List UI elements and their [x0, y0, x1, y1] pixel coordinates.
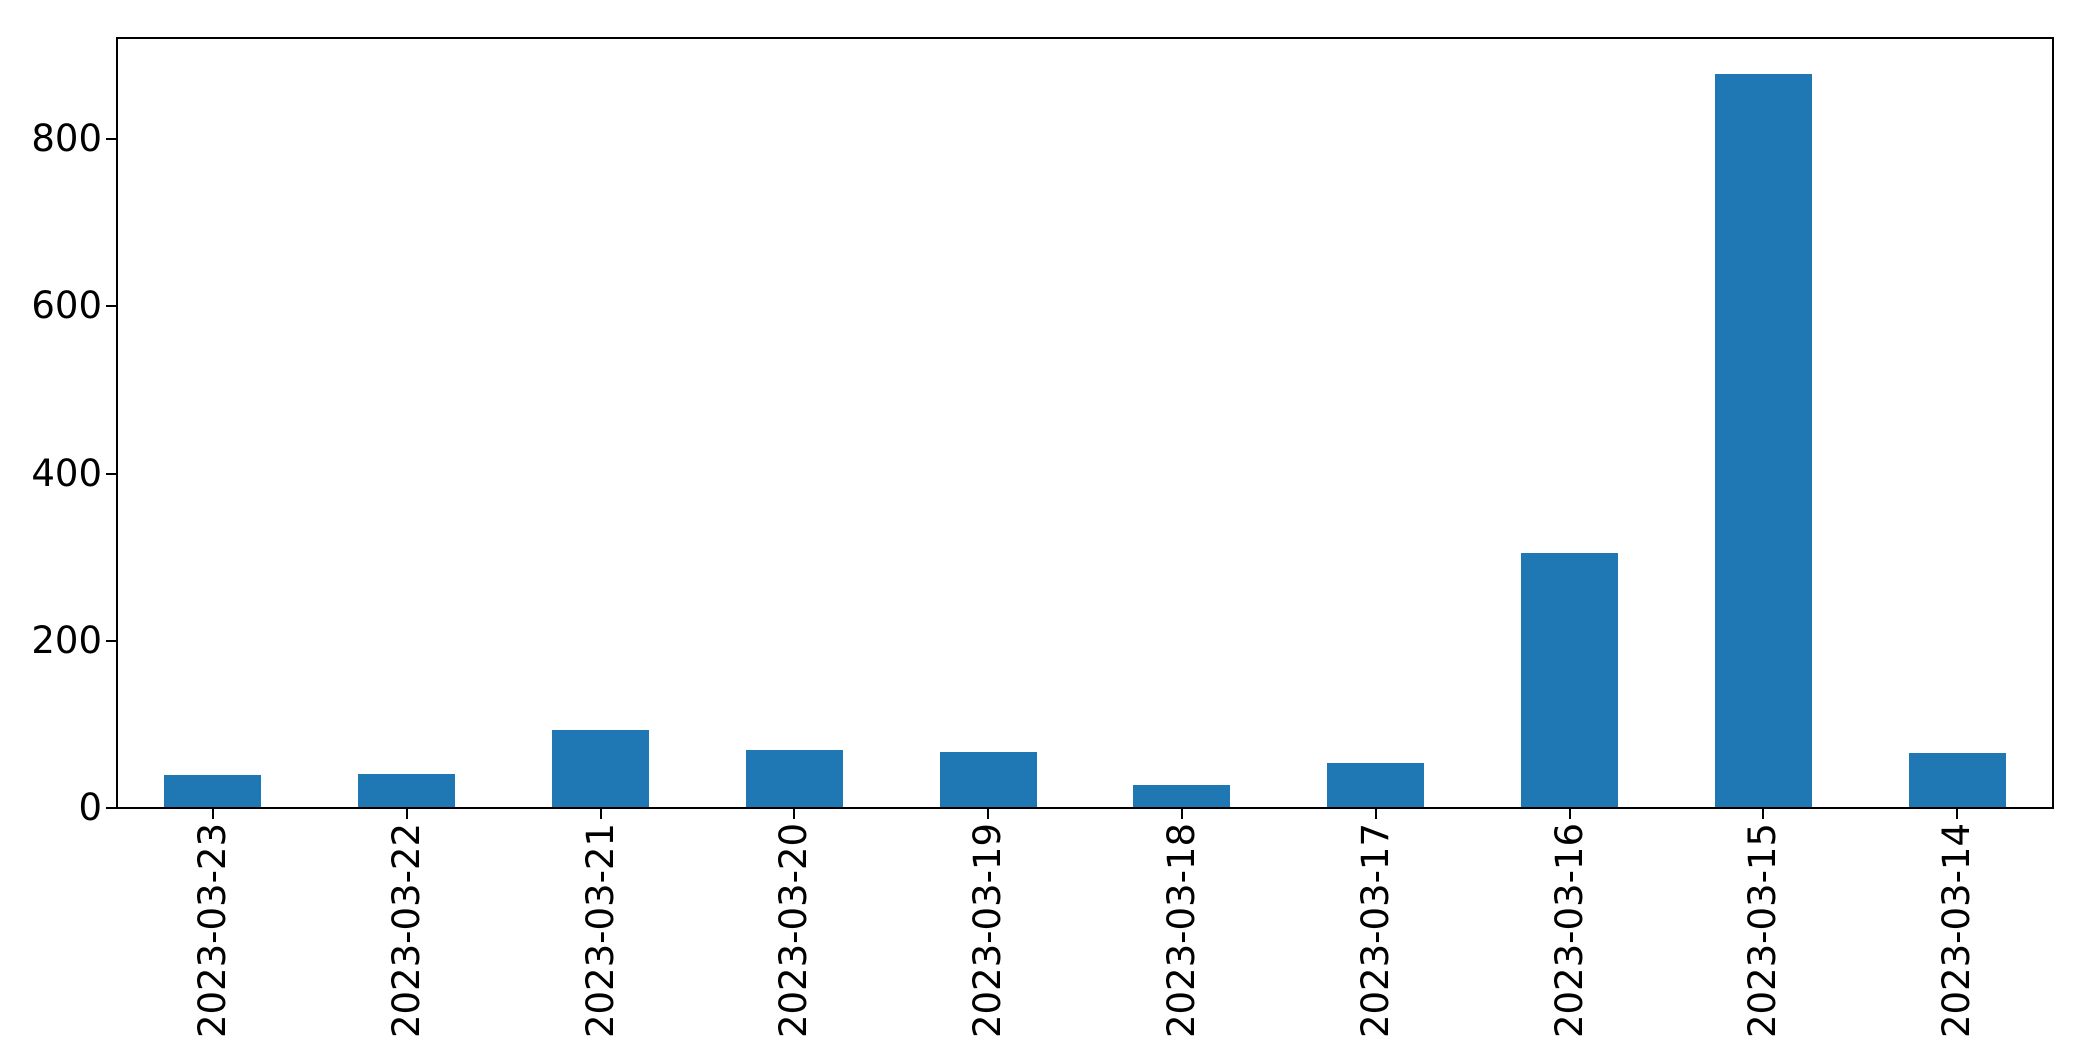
x-tick [406, 809, 408, 819]
y-tick-label: 400 [31, 452, 102, 495]
bar-2023-03-22 [358, 774, 455, 807]
x-tick-label: 2023-03-14 [1935, 823, 1978, 1039]
bar-2023-03-15 [1715, 74, 1812, 807]
bar-2023-03-14 [1909, 753, 2006, 807]
y-tick-label: 0 [78, 786, 102, 829]
bar-2023-03-18 [1133, 785, 1230, 807]
x-tick [793, 809, 795, 819]
x-tick-label: 2023-03-21 [579, 823, 622, 1039]
plot-area [116, 37, 2054, 809]
y-tick-label: 600 [31, 284, 102, 327]
bar-2023-03-16 [1521, 553, 1618, 807]
x-tick [1181, 809, 1183, 819]
x-tick-label: 2023-03-16 [1548, 823, 1591, 1039]
y-tick [106, 640, 116, 642]
x-tick [1569, 809, 1571, 819]
bar-2023-03-17 [1327, 763, 1424, 807]
y-tick-label: 200 [31, 619, 102, 662]
y-tick-label: 800 [31, 117, 102, 160]
x-tick-label: 2023-03-20 [772, 823, 815, 1039]
x-tick [1375, 809, 1377, 819]
x-tick [1956, 809, 1958, 819]
x-tick-label: 2023-03-17 [1354, 823, 1397, 1039]
x-tick-label: 2023-03-22 [385, 823, 428, 1039]
bar-2023-03-20 [746, 750, 843, 807]
bar-2023-03-19 [940, 752, 1037, 807]
x-tick [987, 809, 989, 819]
bar-2023-03-23 [164, 775, 261, 807]
x-tick-label: 2023-03-15 [1741, 823, 1784, 1039]
x-tick [212, 809, 214, 819]
x-tick-label: 2023-03-19 [966, 823, 1009, 1039]
bar-2023-03-21 [552, 730, 649, 807]
x-tick-label: 2023-03-18 [1160, 823, 1203, 1039]
y-tick [106, 305, 116, 307]
x-tick [1762, 809, 1764, 819]
y-tick [106, 473, 116, 475]
x-tick-label: 2023-03-23 [191, 823, 234, 1039]
y-tick [106, 807, 116, 809]
y-tick [106, 138, 116, 140]
x-tick [600, 809, 602, 819]
